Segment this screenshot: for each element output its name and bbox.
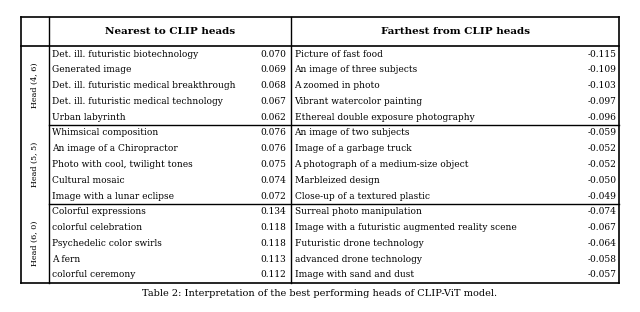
Text: Image with sand and dust: Image with sand and dust	[294, 271, 413, 279]
Text: Head (5, 5): Head (5, 5)	[31, 142, 39, 187]
Text: 0.069: 0.069	[260, 66, 286, 74]
Text: A fern: A fern	[52, 255, 81, 264]
Text: Photo with cool, twilight tones: Photo with cool, twilight tones	[52, 160, 193, 169]
Text: An image of a Chiropractor: An image of a Chiropractor	[52, 144, 178, 153]
Text: Head (4, 6): Head (4, 6)	[31, 63, 39, 109]
Text: Cultural mosaic: Cultural mosaic	[52, 176, 125, 185]
Text: Marbleized design: Marbleized design	[294, 176, 380, 185]
Text: Ethereal double exposure photography: Ethereal double exposure photography	[294, 113, 474, 122]
Text: Image of a garbage truck: Image of a garbage truck	[294, 144, 411, 153]
Text: Head (6, 0): Head (6, 0)	[31, 221, 39, 266]
Text: -0.058: -0.058	[588, 255, 616, 264]
Text: A zoomed in photo: A zoomed in photo	[294, 81, 380, 90]
Text: 0.112: 0.112	[260, 271, 286, 279]
Text: -0.059: -0.059	[588, 129, 616, 138]
Text: 0.070: 0.070	[260, 50, 286, 59]
Text: -0.064: -0.064	[588, 239, 616, 248]
Text: Vibrant watercolor painting: Vibrant watercolor painting	[294, 97, 422, 106]
Text: Det. ill. futuristic medical technology: Det. ill. futuristic medical technology	[52, 97, 223, 106]
Text: colorful ceremony: colorful ceremony	[52, 271, 136, 279]
Text: 0.134: 0.134	[260, 207, 286, 216]
Text: -0.109: -0.109	[588, 66, 616, 74]
Text: -0.096: -0.096	[588, 113, 616, 122]
Text: -0.050: -0.050	[588, 176, 616, 185]
Text: Close-up of a textured plastic: Close-up of a textured plastic	[294, 192, 429, 201]
Text: Image with a lunar eclipse: Image with a lunar eclipse	[52, 192, 174, 201]
Text: 0.074: 0.074	[260, 176, 286, 185]
Text: colorful celebration: colorful celebration	[52, 223, 143, 232]
Text: 0.067: 0.067	[260, 97, 286, 106]
Text: advanced drone technology: advanced drone technology	[294, 255, 422, 264]
Text: Table 2: Interpretation of the best performing heads of CLIP-ViT model.: Table 2: Interpretation of the best perf…	[143, 289, 497, 298]
Text: -0.103: -0.103	[588, 81, 616, 90]
Text: Picture of fast food: Picture of fast food	[294, 50, 382, 59]
Text: 0.068: 0.068	[260, 81, 286, 90]
Text: -0.115: -0.115	[588, 50, 616, 59]
Text: 0.118: 0.118	[260, 239, 286, 248]
Text: Surreal photo manipulation: Surreal photo manipulation	[294, 207, 421, 216]
Text: -0.097: -0.097	[588, 97, 616, 106]
Text: 0.113: 0.113	[260, 255, 286, 264]
Text: 0.118: 0.118	[260, 223, 286, 232]
Text: Farthest from CLIP heads: Farthest from CLIP heads	[381, 27, 530, 36]
Text: -0.052: -0.052	[588, 144, 616, 153]
Text: Colorful expressions: Colorful expressions	[52, 207, 147, 216]
Text: Det. ill. futuristic medical breakthrough: Det. ill. futuristic medical breakthroug…	[52, 81, 236, 90]
Text: Futuristic drone technology: Futuristic drone technology	[294, 239, 423, 248]
Text: An image of three subjects: An image of three subjects	[294, 66, 418, 74]
Text: Urban labyrinth: Urban labyrinth	[52, 113, 126, 122]
Text: 0.072: 0.072	[260, 192, 286, 201]
Text: Det. ill. futuristic biotechnology: Det. ill. futuristic biotechnology	[52, 50, 198, 59]
Text: -0.074: -0.074	[588, 207, 616, 216]
Text: -0.052: -0.052	[588, 160, 616, 169]
Text: 0.076: 0.076	[260, 144, 286, 153]
Text: 0.076: 0.076	[260, 129, 286, 138]
Text: 0.062: 0.062	[260, 113, 286, 122]
Text: A photograph of a medium-size object: A photograph of a medium-size object	[294, 160, 469, 169]
Text: -0.067: -0.067	[588, 223, 616, 232]
Text: Whimsical composition: Whimsical composition	[52, 129, 159, 138]
Text: 0.075: 0.075	[260, 160, 286, 169]
Text: An image of two subjects: An image of two subjects	[294, 129, 410, 138]
Text: -0.049: -0.049	[588, 192, 616, 201]
Text: Generated image: Generated image	[52, 66, 132, 74]
Text: Psychedelic color swirls: Psychedelic color swirls	[52, 239, 163, 248]
Text: -0.057: -0.057	[588, 271, 616, 279]
Text: Nearest to CLIP heads: Nearest to CLIP heads	[105, 27, 236, 36]
Text: Image with a futuristic augmented reality scene: Image with a futuristic augmented realit…	[294, 223, 516, 232]
